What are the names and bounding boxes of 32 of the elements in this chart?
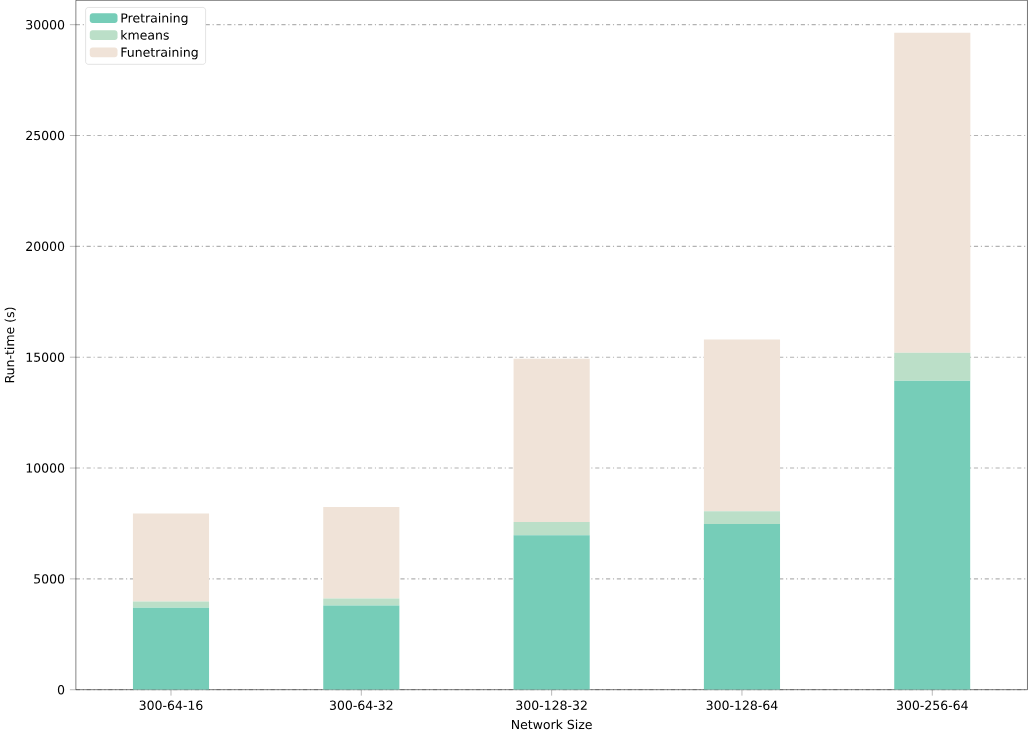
- bar: [132, 607, 210, 690]
- bar: [894, 32, 971, 353]
- y-tick-label: 10000: [26, 463, 65, 473]
- x-tick-label: 300-64-32: [329, 700, 393, 711]
- y-tick-label: 30000: [26, 20, 65, 30]
- legend-label: Funetraining: [121, 47, 198, 60]
- x-tick-label: 300-128-32: [516, 700, 587, 711]
- bar: [894, 380, 971, 690]
- bar: [894, 352, 971, 381]
- bar: [323, 605, 400, 690]
- bar: [132, 513, 210, 602]
- bar: [703, 339, 781, 512]
- x-tick-label: 300-128-64: [706, 700, 778, 711]
- bar: [703, 511, 781, 525]
- x-axis-title: Network Size: [512, 719, 592, 730]
- bar: [132, 601, 210, 608]
- x-tick-label: 300-64-16: [139, 700, 203, 711]
- bar: [323, 598, 400, 606]
- bar: [703, 524, 781, 690]
- y-tick-label: 25000: [26, 130, 65, 141]
- bar: [323, 507, 400, 599]
- bar: [513, 535, 590, 690]
- bar: [513, 358, 590, 523]
- y-axis-title: Run-time (s): [4, 307, 16, 383]
- y-tick-label: 15000: [26, 352, 65, 362]
- bar: [513, 522, 590, 536]
- y-tick-label: 5000: [34, 574, 65, 584]
- y-tick-label: 0: [57, 685, 65, 695]
- legend-label: kmeans: [121, 30, 169, 40]
- x-tick-label: 300-256-64: [896, 700, 968, 711]
- y-tick-label: 20000: [26, 241, 65, 252]
- legend-label: Pretraining: [121, 13, 188, 26]
